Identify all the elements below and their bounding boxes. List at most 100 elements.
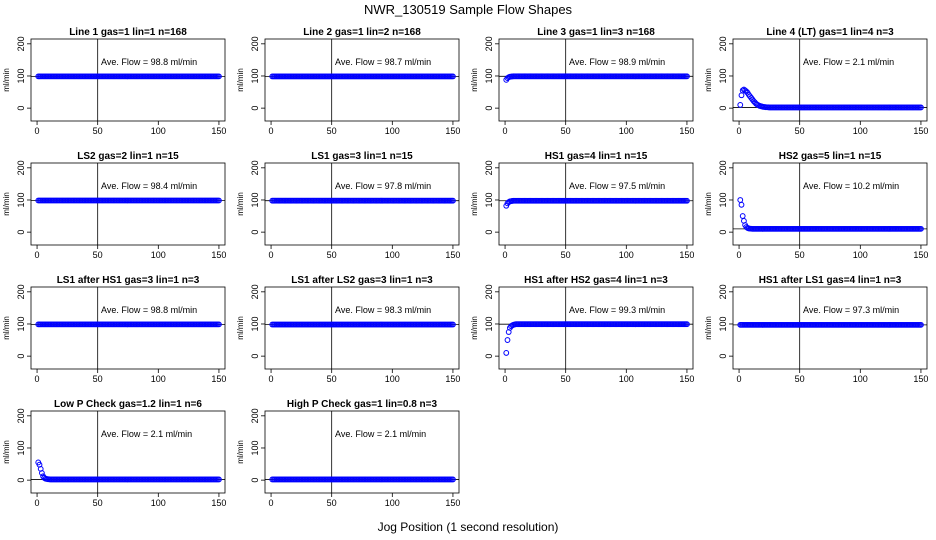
x-tick-label: 100 (853, 250, 868, 260)
x-tick-label: 100 (619, 374, 634, 384)
x-tick-label: 50 (93, 374, 103, 384)
plot-frame (732, 162, 928, 246)
panel: High P Check gas=1 lin=0.8 n=3 0 50 100 150 0… (236, 399, 460, 508)
y-tick-label: 200 (16, 160, 26, 175)
ave-flow-annotation: Ave. Flow = 98.8 ml/min (101, 57, 197, 67)
y-tick-label: 100 (250, 192, 260, 207)
y-tick-label: 100 (250, 68, 260, 83)
x-tick-label: 0 (35, 498, 40, 508)
panel: LS2 gas=2 lin=1 n=15 0 50 100 150 0 100 200 ml/m… (2, 151, 226, 260)
panel: Line 3 gas=1 lin=3 n=168 0 50 100 150 0 100 200… (470, 27, 694, 136)
panel: Line 4 (LT) gas=1 lin=4 n=3 0 50 100 150 0 100… (704, 27, 928, 136)
x-tick-label: 150 (913, 126, 928, 136)
plot-frame (30, 162, 226, 246)
x-tick-label: 100 (151, 374, 166, 384)
y-tick-label: 200 (718, 160, 728, 175)
data-point (503, 350, 510, 356)
data-point (450, 73, 456, 80)
plot-frame (732, 38, 928, 122)
x-tick-label: 150 (679, 374, 694, 384)
y-tick-label: 200 (16, 36, 26, 51)
x-tick-label: 150 (913, 250, 928, 260)
plot-frame (264, 286, 460, 370)
data-point (504, 337, 511, 343)
y-tick-label: 0 (484, 354, 494, 359)
panel-title: LS1 after HS1 gas=3 lin=1 n=3 (57, 275, 200, 286)
plot-frame (30, 38, 226, 122)
x-tick-label: 150 (679, 250, 694, 260)
y-tick-label: 200 (484, 36, 494, 51)
data-points (35, 321, 222, 328)
data-point (684, 73, 690, 80)
x-tick-label: 50 (327, 126, 337, 136)
x-tick-label: 50 (327, 498, 337, 508)
x-tick-label: 150 (445, 250, 460, 260)
y-axis-label: ml/min (704, 68, 713, 92)
panel-title: HS2 gas=5 lin=1 n=15 (779, 151, 882, 162)
ave-flow-annotation: Ave. Flow = 2.1 ml/min (803, 57, 894, 67)
y-tick-label: 200 (250, 36, 260, 51)
data-point (739, 87, 746, 94)
data-point (450, 197, 456, 204)
x-tick-label: 150 (445, 498, 460, 508)
panel: HS1 after HS2 gas=4 lin=1 n=3 0 50 100 150 0 1… (470, 275, 694, 384)
data-points (503, 321, 690, 356)
plot-frame (264, 38, 460, 122)
x-tick-label: 150 (913, 374, 928, 384)
data-points (269, 476, 456, 483)
y-tick-label: 0 (718, 106, 728, 111)
y-axis-label: ml/min (704, 316, 713, 340)
y-tick-label: 100 (16, 192, 26, 207)
y-axis-label: ml/min (236, 68, 245, 92)
x-tick-label: 50 (561, 126, 571, 136)
data-points (35, 73, 222, 80)
data-point (216, 476, 222, 483)
data-points (269, 73, 456, 80)
ave-flow-annotation: Ave. Flow = 2.1 ml/min (101, 429, 192, 439)
panel-title: Line 2 gas=1 lin=2 n=168 (303, 27, 421, 38)
y-tick-label: 200 (250, 408, 260, 423)
x-tick-label: 100 (619, 126, 634, 136)
x-tick-label: 0 (35, 250, 40, 260)
ave-flow-annotation: Ave. Flow = 98.9 ml/min (569, 57, 665, 67)
x-tick-label: 0 (503, 250, 508, 260)
y-tick-label: 200 (250, 284, 260, 299)
y-tick-label: 200 (484, 160, 494, 175)
y-tick-label: 0 (484, 106, 494, 111)
ave-flow-annotation: Ave. Flow = 98.7 ml/min (335, 57, 431, 67)
plot-frame (30, 286, 226, 370)
x-tick-label: 100 (385, 250, 400, 260)
data-point (918, 321, 924, 328)
ave-flow-annotation: Ave. Flow = 97.8 ml/min (335, 181, 431, 191)
data-point (737, 197, 744, 203)
panel-title: HS1 after HS2 gas=4 lin=1 n=3 (524, 275, 668, 286)
main-title: NWR_130519 Sample Flow Shapes (364, 2, 573, 17)
x-tick-label: 50 (561, 374, 571, 384)
y-tick-label: 100 (16, 68, 26, 83)
plot-frame (498, 162, 694, 246)
y-tick-label: 100 (484, 316, 494, 331)
x-tick-label: 150 (445, 126, 460, 136)
y-tick-label: 200 (16, 408, 26, 423)
y-tick-label: 0 (16, 478, 26, 483)
panel-title: LS1 gas=3 lin=1 n=15 (311, 151, 413, 162)
x-tick-label: 100 (151, 250, 166, 260)
y-tick-label: 0 (16, 106, 26, 111)
x-tick-label: 0 (269, 498, 274, 508)
panel: Low P Check gas=1.2 lin=1 n=6 0 50 100 150 0 1… (2, 399, 226, 508)
y-axis-label: ml/min (470, 316, 479, 340)
y-tick-label: 200 (484, 284, 494, 299)
data-point (737, 102, 744, 108)
x-tick-label: 150 (211, 126, 226, 136)
data-point (684, 197, 690, 204)
x-tick-label: 100 (151, 498, 166, 508)
data-point (450, 476, 456, 483)
y-tick-label: 200 (16, 284, 26, 299)
y-tick-label: 200 (718, 36, 728, 51)
y-tick-label: 0 (718, 354, 728, 359)
y-axis-label: ml/min (236, 316, 245, 340)
plot-frame (498, 286, 694, 370)
x-tick-label: 50 (93, 498, 103, 508)
plot-frame (30, 410, 226, 494)
